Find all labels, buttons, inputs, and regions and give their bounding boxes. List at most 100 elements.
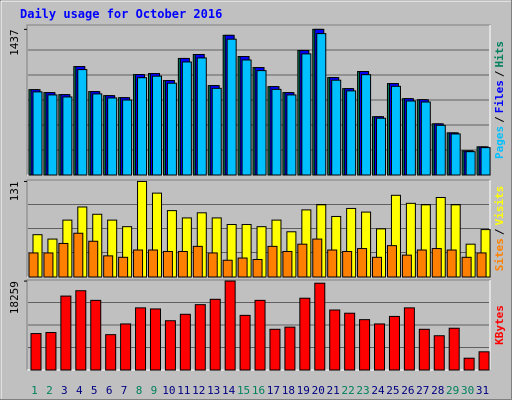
- bar: [151, 75, 162, 176]
- bar: [316, 33, 327, 176]
- x-tick-label: 4: [76, 384, 83, 397]
- x-tick-label: 3: [61, 384, 68, 397]
- bar: [43, 252, 54, 278]
- x-tick-label: 11: [177, 384, 190, 397]
- x-tick-label: 16: [252, 384, 265, 397]
- bar: [252, 258, 263, 278]
- bar: [267, 245, 278, 278]
- bar: [476, 252, 487, 278]
- y-tick-label: 1437: [8, 29, 21, 56]
- bar: [211, 87, 222, 176]
- y-tick-label: 18259: [8, 281, 21, 314]
- x-tick-label: 26: [401, 384, 414, 397]
- bar: [286, 94, 297, 176]
- bar: [314, 282, 326, 371]
- legend: Pages / Files / Hits: [493, 41, 506, 159]
- bar: [403, 307, 415, 371]
- bar: [450, 133, 461, 176]
- bar: [77, 69, 88, 176]
- legend-separator: /: [493, 70, 506, 77]
- bar: [376, 117, 387, 176]
- bar: [416, 249, 427, 278]
- bar: [346, 90, 357, 176]
- bar: [465, 151, 476, 176]
- bar: [312, 238, 323, 278]
- x-tick-label: 29: [446, 384, 459, 397]
- legend: Sites / Visits: [493, 186, 506, 272]
- bar: [194, 304, 206, 371]
- bar: [431, 248, 442, 278]
- bar: [192, 245, 203, 278]
- bar: [386, 245, 397, 278]
- bar: [60, 295, 72, 371]
- bar: [105, 334, 117, 371]
- bar: [446, 249, 457, 278]
- x-tick-label: 1: [31, 384, 38, 397]
- bar: [463, 357, 475, 371]
- legend: KBytes: [493, 305, 506, 345]
- bar: [329, 309, 341, 371]
- bar: [357, 248, 368, 278]
- bar: [207, 252, 218, 278]
- bar: [433, 335, 445, 371]
- x-tick-label: 15: [237, 384, 250, 397]
- bar: [374, 323, 386, 371]
- bar: [162, 250, 173, 278]
- bar: [269, 328, 281, 371]
- chart-title: Daily usage for October 2016: [20, 7, 222, 21]
- x-tick-label: 12: [192, 384, 205, 397]
- bar: [75, 290, 87, 371]
- bar: [30, 333, 42, 371]
- x-tick-label: 17: [267, 384, 280, 397]
- bar: [448, 327, 460, 371]
- bar: [299, 297, 311, 371]
- bar: [239, 314, 251, 371]
- x-tick-label: 13: [207, 384, 220, 397]
- bar: [301, 53, 312, 176]
- bar: [359, 319, 371, 371]
- bar: [241, 59, 252, 176]
- legend-separator: /: [493, 116, 506, 123]
- x-tick-label: 24: [371, 384, 385, 397]
- bar: [256, 70, 267, 176]
- y-tick-label: 131: [8, 181, 21, 201]
- bar: [254, 299, 266, 371]
- bar: [28, 252, 39, 278]
- bar: [118, 256, 129, 278]
- bar: [342, 250, 353, 278]
- bar: [181, 61, 192, 176]
- bar: [237, 257, 248, 278]
- x-tick-label: 18: [282, 384, 295, 397]
- bar: [401, 254, 412, 278]
- x-tick-label: 31: [476, 384, 489, 397]
- legend-entry: Sites: [493, 238, 506, 271]
- bar: [58, 242, 69, 278]
- bar: [135, 307, 147, 371]
- bar: [435, 124, 446, 176]
- x-tick-label: 23: [356, 384, 369, 397]
- bar: [103, 255, 114, 278]
- legend-separator: /: [493, 228, 506, 235]
- bar: [147, 249, 158, 278]
- bar: [179, 313, 191, 371]
- bar: [420, 101, 431, 176]
- bar: [196, 57, 207, 176]
- bar: [226, 38, 237, 176]
- bar: [271, 88, 282, 176]
- bar: [122, 99, 133, 176]
- bar: [361, 74, 372, 176]
- x-tick-label: 30: [461, 384, 474, 397]
- bar: [164, 320, 176, 371]
- bar: [282, 250, 293, 278]
- x-tick-label: 9: [151, 384, 158, 397]
- bar: [480, 147, 491, 176]
- bar: [344, 312, 356, 371]
- x-tick-label: 28: [431, 384, 444, 397]
- bar: [73, 232, 84, 278]
- bar: [45, 332, 57, 371]
- x-tick-label: 22: [341, 384, 354, 397]
- bar: [478, 351, 490, 371]
- bar: [418, 328, 430, 371]
- x-tick-label: 19: [297, 384, 310, 397]
